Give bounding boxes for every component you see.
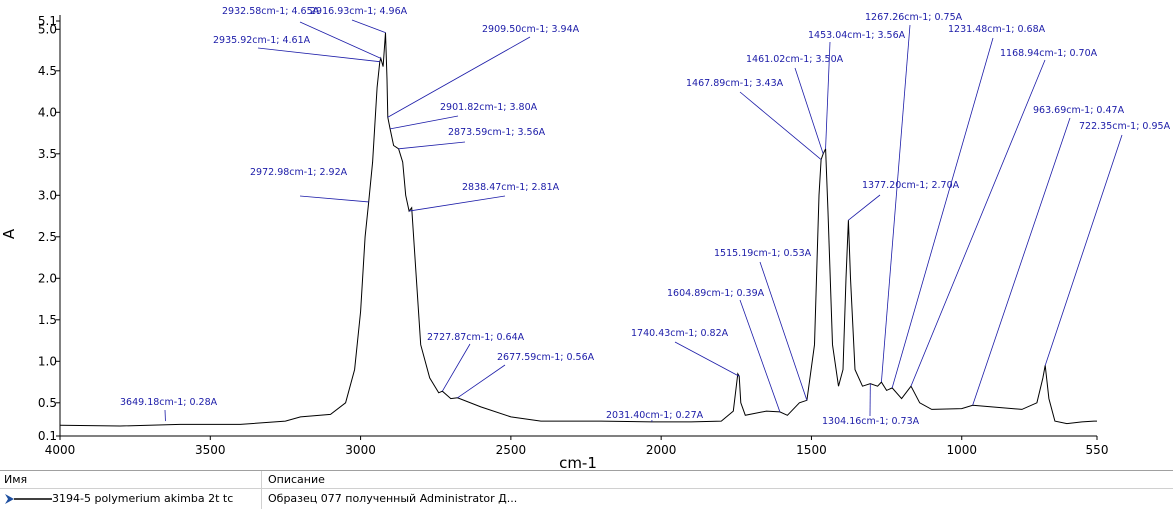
y-tick-label: 1.0 [38,354,57,368]
x-tick-label: 4000 [45,443,76,457]
chart: cm-1 A 0.10.51.01.52.02.53.03.54.04.55.0… [0,0,1173,470]
y-tick-label: 0.1 [38,429,57,443]
annotation-leader [300,196,369,202]
annotation-leader [442,344,470,391]
x-tick-label: 1000 [946,443,977,457]
annotation-label: 2901.82cm-1; 3.80A [440,102,538,113]
annotation-label: 2972.98cm-1; 2.92A [250,167,348,178]
annotation-label: 2677.59cm-1; 0.56A [497,352,595,363]
annotation-label: 1267.26cm-1; 0.75A [865,12,963,23]
annotation-label: 1231.48cm-1; 0.68A [948,24,1046,35]
description-cell: Образец 077 полученный Administrator Д..… [262,489,517,509]
header-cell: Имя [0,471,262,488]
annotation-label: 1304.16cm-1; 0.73A [822,416,920,427]
spectrum-table: Имя Описание 3194-5 polymerium akimba 2t… [0,470,1173,510]
annotation-leader [740,92,821,160]
spectrum-name: 3194-5 polymerium akimba 2t tc [52,492,233,505]
annotation-label: 2031.40cm-1; 0.27A [606,410,704,421]
x-axis-label: cm-1 [559,454,597,470]
y-axis-label: A [0,228,18,239]
annotation-leader [760,262,807,400]
annotation-leader [352,20,386,33]
table-row[interactable]: 3194-5 polymerium akimba 2t tc Образец 0… [0,489,1173,509]
x-tick-label: 2000 [646,443,677,457]
y-tick-label: 1.5 [38,313,57,327]
annotation-label: 3649.18cm-1; 0.28A [120,397,218,408]
y-tick-label: 5.1 [38,14,57,28]
annotation-label: 1453.04cm-1; 3.56A [808,30,906,41]
annotation-label: 1467.89cm-1; 3.43A [686,78,784,89]
annotation-leader [881,25,910,382]
annotation-leader [911,60,1045,386]
x-tick-label: 3000 [345,443,376,457]
annotation-label: 1604.89cm-1; 0.39A [667,288,765,299]
annotation-leader [848,195,880,220]
y-tick-label: 4.5 [38,64,57,78]
annotation-leader [892,38,993,388]
annotation-leader [409,196,505,211]
annotation-label: 2909.50cm-1; 3.94A [482,24,580,35]
y-tick-label: 2.5 [38,230,57,244]
annotation-label: 963.69cm-1; 0.47A [1033,105,1125,116]
x-tick-label: 550 [1086,443,1109,457]
annotation-leader [740,300,780,412]
y-tick-label: 0.5 [38,396,57,410]
x-tick-label: 1500 [796,443,827,457]
annotation-leader [1045,135,1122,365]
annotation-label: 2935.92cm-1; 4.61A [213,35,311,46]
spectrum-line [60,33,1097,426]
y-tick-label: 2.0 [38,271,57,285]
table-header: Имя Описание [0,471,1173,489]
annotation-leader [973,118,1070,405]
annotation-label: 2727.87cm-1; 0.64A [427,332,525,343]
annotation-leader [300,22,381,58]
annotation-leader [675,342,739,376]
header-cell: Описание [262,471,325,488]
annotation-label: 2838.47cm-1; 2.81A [462,182,560,193]
annotation-label: 2916.93cm-1; 4.96A [310,6,408,17]
annotation-label: 2873.59cm-1; 3.56A [448,127,546,138]
annotation-label: 1740.43cm-1; 0.82A [631,328,729,339]
y-tick-label: 3.5 [38,147,57,161]
annotation-label: 1168.94cm-1; 0.70A [1000,48,1098,59]
annotation-label: 722.35cm-1; 0.95A [1079,121,1171,132]
annotation-label: 1515.19cm-1; 0.53A [714,248,812,259]
annotation-leader [399,142,465,149]
name-cell: 3194-5 polymerium akimba 2t tc [0,489,262,509]
x-tick-label: 3500 [195,443,226,457]
x-tick-label: 2500 [496,443,527,457]
annotation-label: 1377.20cm-1; 2.70A [862,180,960,191]
annotation-leader [457,365,505,398]
row-icon [4,493,52,505]
y-tick-label: 4.0 [38,105,57,119]
y-tick-label: 3.0 [38,188,57,202]
annotation-label: 2932.58cm-1; 4.65A [222,6,320,17]
